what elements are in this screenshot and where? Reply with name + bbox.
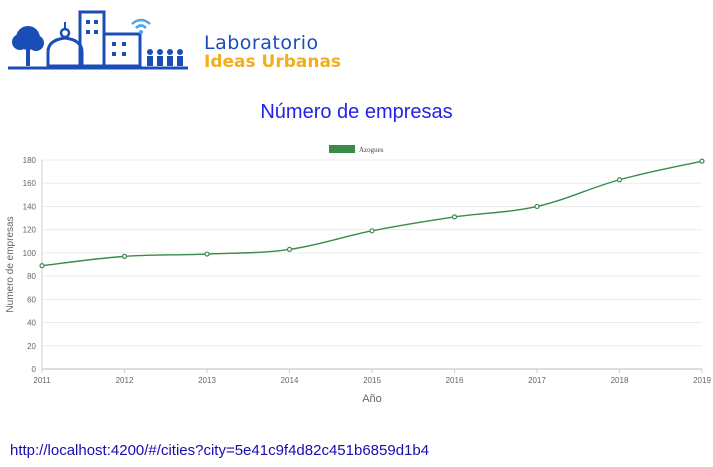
y-tick-label: 60 (27, 295, 36, 304)
data-point (39, 263, 45, 269)
x-tick-label: 2015 (363, 376, 381, 385)
chart-title: Número de empresas (260, 101, 453, 123)
y-axis-title: Numero de empresas (5, 216, 16, 312)
x-tick-label: 2011 (33, 376, 51, 385)
x-tick-label: 2012 (116, 376, 134, 385)
x-tick-label: 2018 (611, 376, 629, 385)
data-point (451, 214, 458, 220)
data-point (204, 251, 210, 257)
laboratorio-logo[interactable]: Laboratorio Ideas Urbanas (8, 8, 368, 72)
legend-swatch (329, 145, 355, 153)
y-tick-label: 40 (27, 319, 36, 328)
logo-title: Laboratorio (204, 32, 319, 54)
x-tick-label: 2014 (281, 376, 299, 385)
data-point (286, 246, 293, 253)
series-line-azogues (41, 160, 703, 267)
x-tick-label: 2013 (198, 376, 216, 385)
data-point (699, 158, 705, 164)
city-skyline-icon (8, 10, 188, 70)
y-tick-label: 100 (23, 249, 37, 258)
data-point (534, 203, 540, 210)
y-tick-label: 20 (27, 342, 36, 351)
page-url-link[interactable]: http://localhost:4200/#/cities?city=5e41… (10, 442, 430, 459)
x-tick-label: 2016 (446, 376, 464, 385)
line-chart: 0 20 40 60 80 100 120 140 160 180 2011 2012 2013 2014… (5, 145, 711, 405)
x-tick-label: 2019 (693, 376, 711, 385)
y-tick-label: 180 (23, 156, 37, 165)
data-point (369, 228, 375, 234)
data-point (121, 253, 128, 259)
legend-label: Azogues (359, 146, 384, 154)
y-tick-label: 0 (32, 365, 37, 374)
y-tick-label: 140 (23, 202, 37, 211)
y-tick-label: 80 (27, 272, 36, 281)
x-axis-title: Año (362, 393, 382, 405)
data-point (616, 177, 623, 183)
logo-subtitle: Ideas Urbanas (204, 52, 342, 72)
y-tick-label: 160 (23, 179, 37, 188)
x-tick-label: 2017 (528, 376, 546, 385)
y-tick-label: 120 (23, 226, 37, 235)
